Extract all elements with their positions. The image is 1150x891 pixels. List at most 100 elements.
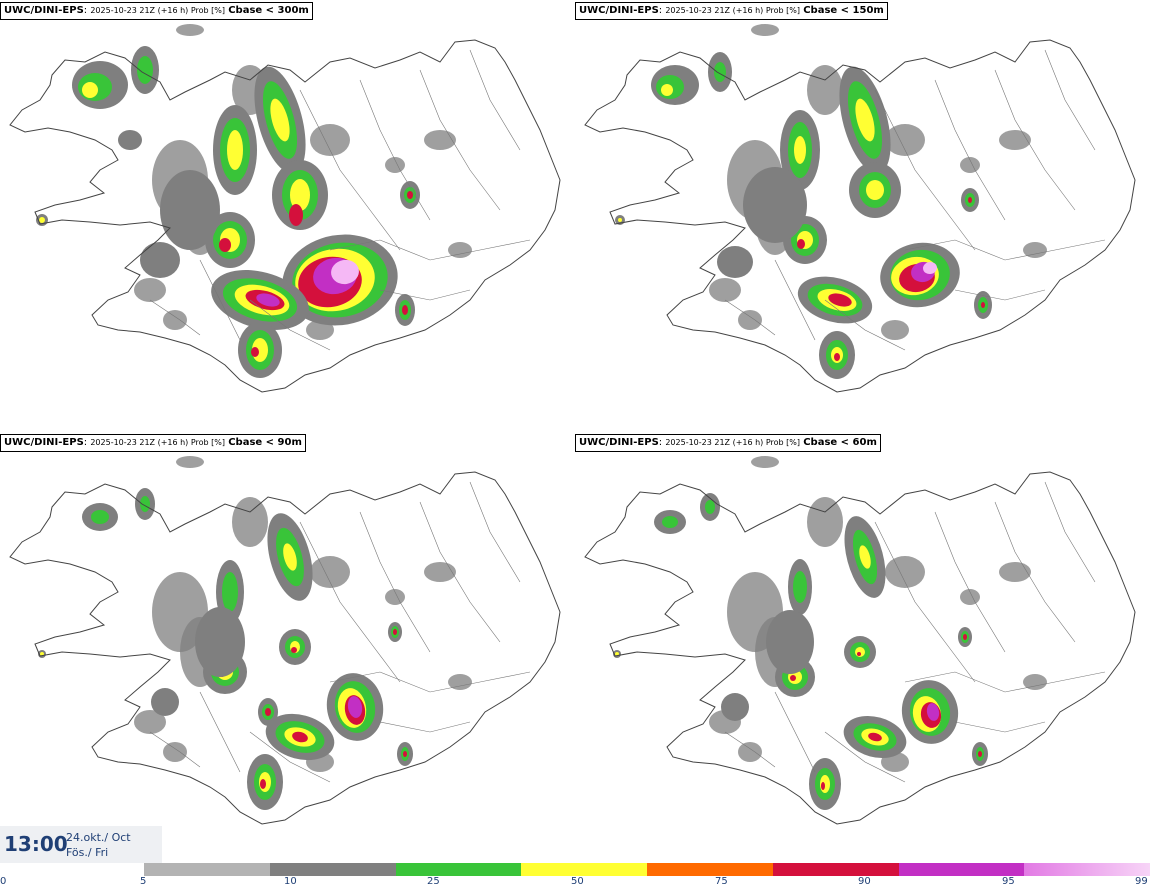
probability-area — [140, 242, 180, 278]
region-boundary — [199, 691, 241, 773]
probability-area — [705, 500, 715, 514]
iceland-map — [584, 24, 1136, 393]
region-boundary — [299, 89, 401, 251]
probability-area — [290, 179, 310, 211]
probability-area — [790, 675, 796, 681]
probability-area — [265, 708, 271, 716]
variable-name: Cbase < 60m — [803, 437, 877, 448]
probability-area — [751, 456, 779, 468]
region-boundary — [954, 721, 1046, 733]
probability-area — [751, 24, 779, 36]
probability-area — [260, 779, 266, 789]
probability-area — [960, 589, 980, 605]
probability-area — [163, 742, 187, 762]
region-boundary — [824, 731, 906, 783]
probability-area — [926, 703, 940, 721]
map-panel-300m: UWC/DINI-EPS: 2025-10-23 21Z (+16 h) Pro… — [0, 0, 575, 432]
colorbar-segment — [395, 863, 522, 876]
region-boundary — [904, 239, 1106, 261]
probability-area — [738, 742, 762, 762]
colorbar-tick-label: 90 — [858, 876, 871, 887]
region-boundary — [724, 731, 776, 768]
probability-area — [160, 170, 220, 250]
probability-area — [134, 710, 166, 734]
variable-name: Cbase < 90m — [228, 437, 302, 448]
model-name: UWC/DINI-EPS — [579, 437, 659, 448]
iceland-map — [9, 456, 561, 825]
probability-area — [1023, 674, 1047, 690]
probability-area — [227, 130, 243, 170]
region-boundary — [1044, 481, 1096, 583]
probability-area — [807, 497, 843, 547]
probability-area — [176, 24, 204, 36]
probability-area — [91, 510, 109, 524]
coastline — [9, 471, 561, 825]
model-name: UWC/DINI-EPS — [4, 437, 84, 448]
probability-area — [291, 647, 297, 653]
colorbar-segment — [772, 863, 899, 876]
run-info: 2025-10-23 21Z (+16 h) Prob [%] — [90, 438, 226, 447]
probability-area — [385, 157, 405, 173]
probability-area — [807, 65, 843, 115]
probability-area — [885, 124, 925, 156]
probability-area — [347, 696, 363, 718]
map-panel-60m: UWC/DINI-EPS: 2025-10-23 21Z (+16 h) Pro… — [575, 432, 1150, 864]
probability-area — [717, 246, 753, 278]
run-info: 2025-10-23 21Z (+16 h) Prob [%] — [665, 438, 801, 447]
region-boundary — [149, 731, 201, 768]
colorbar-tick-label: 5 — [140, 876, 147, 887]
probability-area — [960, 157, 980, 173]
probability-area — [310, 556, 350, 588]
colorbar-tick-label: 25 — [427, 876, 440, 887]
probability-area — [331, 259, 359, 285]
probability-area — [793, 571, 807, 603]
panel-header: UWC/DINI-EPS: 2025-10-23 21Z (+16 h) Pro… — [575, 2, 888, 20]
region-boundary — [1044, 49, 1096, 151]
probability-area — [709, 278, 741, 302]
colorbar-tick-label: 99 — [1135, 876, 1148, 887]
colorbar — [144, 863, 1150, 876]
valid-time: 13:00 — [4, 832, 68, 856]
valid-date: 24.okt./ Oct — [66, 831, 131, 844]
probability-area — [270, 98, 290, 142]
probability-area — [881, 320, 909, 340]
iceland-map — [584, 456, 1136, 825]
region-boundary — [874, 521, 976, 683]
probability-area — [176, 456, 204, 468]
region-boundary — [954, 289, 1046, 301]
coastline — [9, 39, 561, 393]
region-boundary — [874, 89, 976, 251]
probability-area — [1023, 242, 1047, 258]
model-name: UWC/DINI-EPS — [4, 5, 84, 16]
colorbar-tick-label: 50 — [571, 876, 584, 887]
colorbar-tick-label: 10 — [284, 876, 297, 887]
probability-area — [828, 293, 852, 307]
colorbar-ticks: 0 5 10 25 50 75 90 95 99 — [0, 876, 1150, 891]
colorbar-segment — [1024, 863, 1150, 876]
probability-area — [292, 731, 308, 743]
probability-area — [134, 278, 166, 302]
region-boundary — [359, 79, 431, 221]
region-boundary — [419, 501, 501, 643]
probability-area — [868, 732, 882, 742]
probability-area — [662, 516, 678, 528]
valid-time-box: 13:00 24.okt./ Oct Fös./ Fri — [0, 826, 162, 863]
map-panel-90m: UWC/DINI-EPS: 2025-10-23 21Z (+16 h) Pro… — [0, 432, 575, 864]
probability-area — [137, 56, 153, 84]
colorbar-segment — [898, 863, 1025, 876]
region-boundary — [149, 299, 201, 336]
probability-area — [140, 496, 150, 512]
panel-header: UWC/DINI-EPS: 2025-10-23 21Z (+16 h) Pro… — [575, 434, 881, 452]
probability-area — [714, 62, 726, 82]
probability-area — [794, 136, 806, 164]
probability-area — [251, 347, 259, 357]
probability-area — [797, 239, 805, 249]
probability-area — [968, 197, 972, 203]
region-boundary — [419, 69, 501, 211]
region-boundary — [904, 671, 1106, 693]
probability-field — [613, 456, 1047, 810]
region-boundary — [724, 299, 776, 336]
probability-area — [661, 84, 673, 96]
probability-area — [407, 191, 413, 199]
probability-area — [448, 674, 472, 690]
